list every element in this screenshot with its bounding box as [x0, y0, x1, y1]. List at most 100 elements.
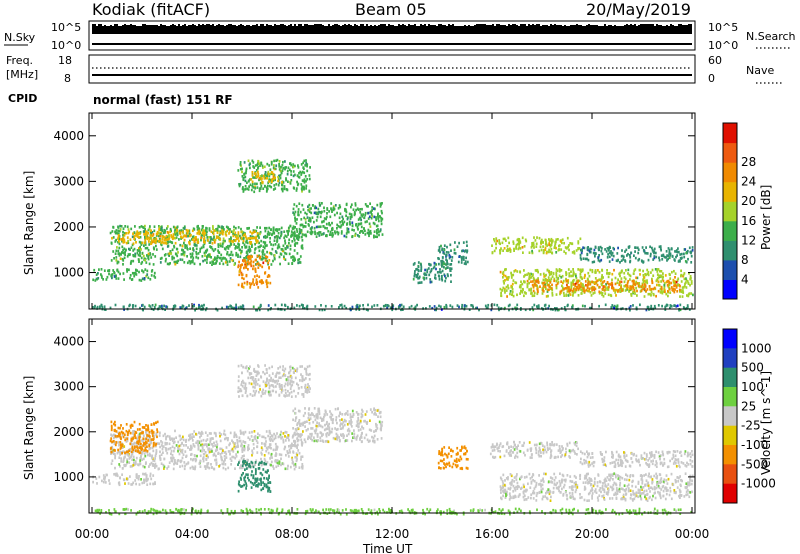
echo-cell	[228, 238, 231, 241]
echo-cell	[307, 208, 310, 212]
echo-cell	[273, 164, 275, 167]
echo-cell	[142, 464, 144, 468]
echo-cell	[532, 243, 535, 247]
echo-cell	[678, 288, 681, 292]
echo-cell	[172, 304, 175, 308]
echo-cell	[159, 235, 162, 238]
echo-cell	[144, 241, 146, 245]
nsky-spike	[100, 24, 102, 27]
echo-cell	[213, 238, 216, 242]
echo-cell	[138, 510, 141, 513]
echo-cell	[433, 305, 436, 308]
echo-cell	[261, 435, 264, 439]
echo-cell	[585, 288, 588, 292]
echo-cell	[538, 249, 541, 253]
echo-cell	[351, 509, 353, 513]
echo-cell	[141, 241, 144, 245]
echo-cell	[118, 444, 120, 447]
echo-cell	[519, 286, 522, 289]
echo-cell	[168, 235, 171, 238]
echo-cell	[677, 247, 679, 250]
nsky-spike	[570, 25, 572, 27]
echo-cell	[236, 246, 239, 249]
echo-cell	[626, 254, 628, 257]
echo-cell	[251, 171, 254, 174]
echo-cell	[159, 261, 162, 264]
echo-cell	[191, 252, 194, 255]
y-tick-label: 1000	[53, 266, 84, 280]
echo-cell	[349, 509, 352, 512]
echo-cell	[235, 453, 237, 456]
echo-cell	[199, 305, 201, 308]
echo-cell	[359, 231, 361, 234]
echo-cell	[295, 236, 298, 240]
echo-cell	[370, 210, 372, 213]
echo-cell	[345, 306, 348, 310]
echo-cell	[276, 507, 279, 511]
echo-cell	[440, 259, 443, 263]
echo-cell	[615, 512, 617, 516]
echo-cell	[647, 270, 650, 274]
echo-cell	[660, 270, 663, 273]
echo-cell	[613, 510, 616, 514]
echo-cell	[142, 439, 145, 442]
echo-cell	[216, 308, 219, 312]
echo-cell	[276, 158, 279, 162]
echo-cell	[166, 434, 169, 438]
echo-cell	[568, 286, 570, 289]
echo-cell	[154, 462, 157, 466]
echo-cell	[314, 230, 316, 234]
echo-cell	[675, 305, 678, 308]
echo-cell	[629, 260, 631, 264]
echo-cell	[506, 245, 509, 248]
echo-cell	[259, 187, 262, 190]
echo-cell	[639, 273, 641, 276]
echo-cell	[123, 308, 125, 311]
echo-cell	[689, 283, 691, 287]
echo-cell	[287, 305, 289, 309]
echo-cell	[534, 239, 537, 242]
echo-cell	[189, 252, 192, 256]
echo-cell	[232, 259, 235, 263]
echo-cell	[642, 285, 645, 289]
echo-cell	[203, 303, 205, 307]
echo-cell	[681, 295, 684, 298]
echo-cell	[546, 279, 548, 282]
echo-cell	[658, 256, 660, 260]
echo-cell	[445, 305, 448, 308]
echo-cell	[268, 233, 271, 236]
nsky-spike	[296, 26, 298, 30]
echo-cell	[643, 286, 646, 289]
echo-cell	[118, 242, 121, 246]
echo-cell	[386, 511, 388, 514]
echo-cell	[313, 220, 315, 224]
echo-cell	[645, 308, 648, 312]
echo-cell	[139, 231, 142, 234]
echo-cell	[438, 270, 441, 274]
echo-cell	[681, 256, 683, 260]
echo-cell	[320, 304, 322, 307]
echo-cell	[332, 206, 335, 210]
echo-cell	[208, 241, 211, 244]
echo-cell	[249, 178, 251, 181]
echo-cell	[655, 294, 657, 298]
echo-cell	[416, 267, 418, 271]
echo-cell	[247, 180, 250, 183]
echo-cell	[300, 458, 302, 461]
nsky-spike	[396, 26, 398, 30]
nsky-spike	[438, 24, 440, 27]
echo-cell	[256, 239, 259, 243]
echo-cell	[417, 265, 420, 269]
echo-cell	[170, 452, 172, 456]
echo-cell	[255, 258, 257, 262]
echo-cell	[210, 237, 213, 241]
echo-cell	[240, 271, 243, 275]
echo-cell	[465, 304, 468, 308]
echo-cell	[563, 250, 566, 253]
echo-cell	[577, 268, 580, 271]
echo-cell	[439, 510, 442, 513]
echo-cell	[212, 225, 214, 228]
echo-cell	[463, 304, 466, 307]
echo-cell	[262, 435, 265, 439]
echo-cell	[232, 234, 235, 238]
